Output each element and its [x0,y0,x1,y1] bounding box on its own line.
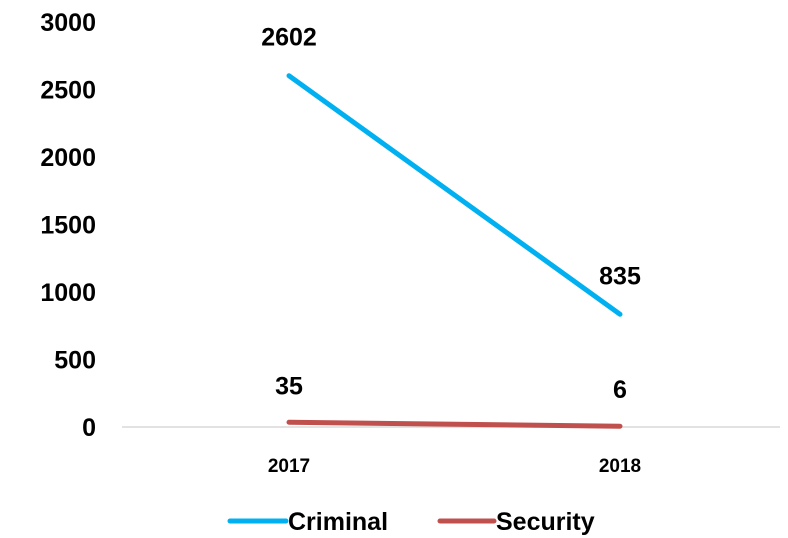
series-line-criminal [286,73,623,317]
y-axis: 0 500 1000 1500 2000 2500 3000 [40,9,96,442]
data-label-security: 35 [275,372,303,400]
y-tick-label: 2500 [40,77,96,105]
legend-item-security: Security [437,508,595,536]
y-tick-label: 2000 [40,144,96,172]
series-group [286,73,623,429]
x-axis: 2017 2018 [268,456,641,477]
legend-item-criminal: Criminal [227,508,388,536]
series-line-security [286,419,623,429]
y-tick-label: 1000 [40,279,96,307]
data-labels: 2602 835 35 6 [261,24,641,404]
y-tick-label: 3000 [40,9,96,37]
y-tick-label: 0 [82,414,96,442]
legend-label: Security [496,508,595,536]
data-label-criminal: 2602 [261,24,317,52]
x-tick-label: 2017 [268,456,310,477]
y-tick-label: 1500 [40,212,96,240]
data-label-security: 6 [613,376,627,404]
y-tick-label: 500 [54,347,96,375]
legend: Criminal Security [227,508,595,536]
legend-label: Criminal [288,508,388,536]
data-label-criminal: 835 [599,262,641,290]
x-tick-label: 2018 [599,456,641,477]
